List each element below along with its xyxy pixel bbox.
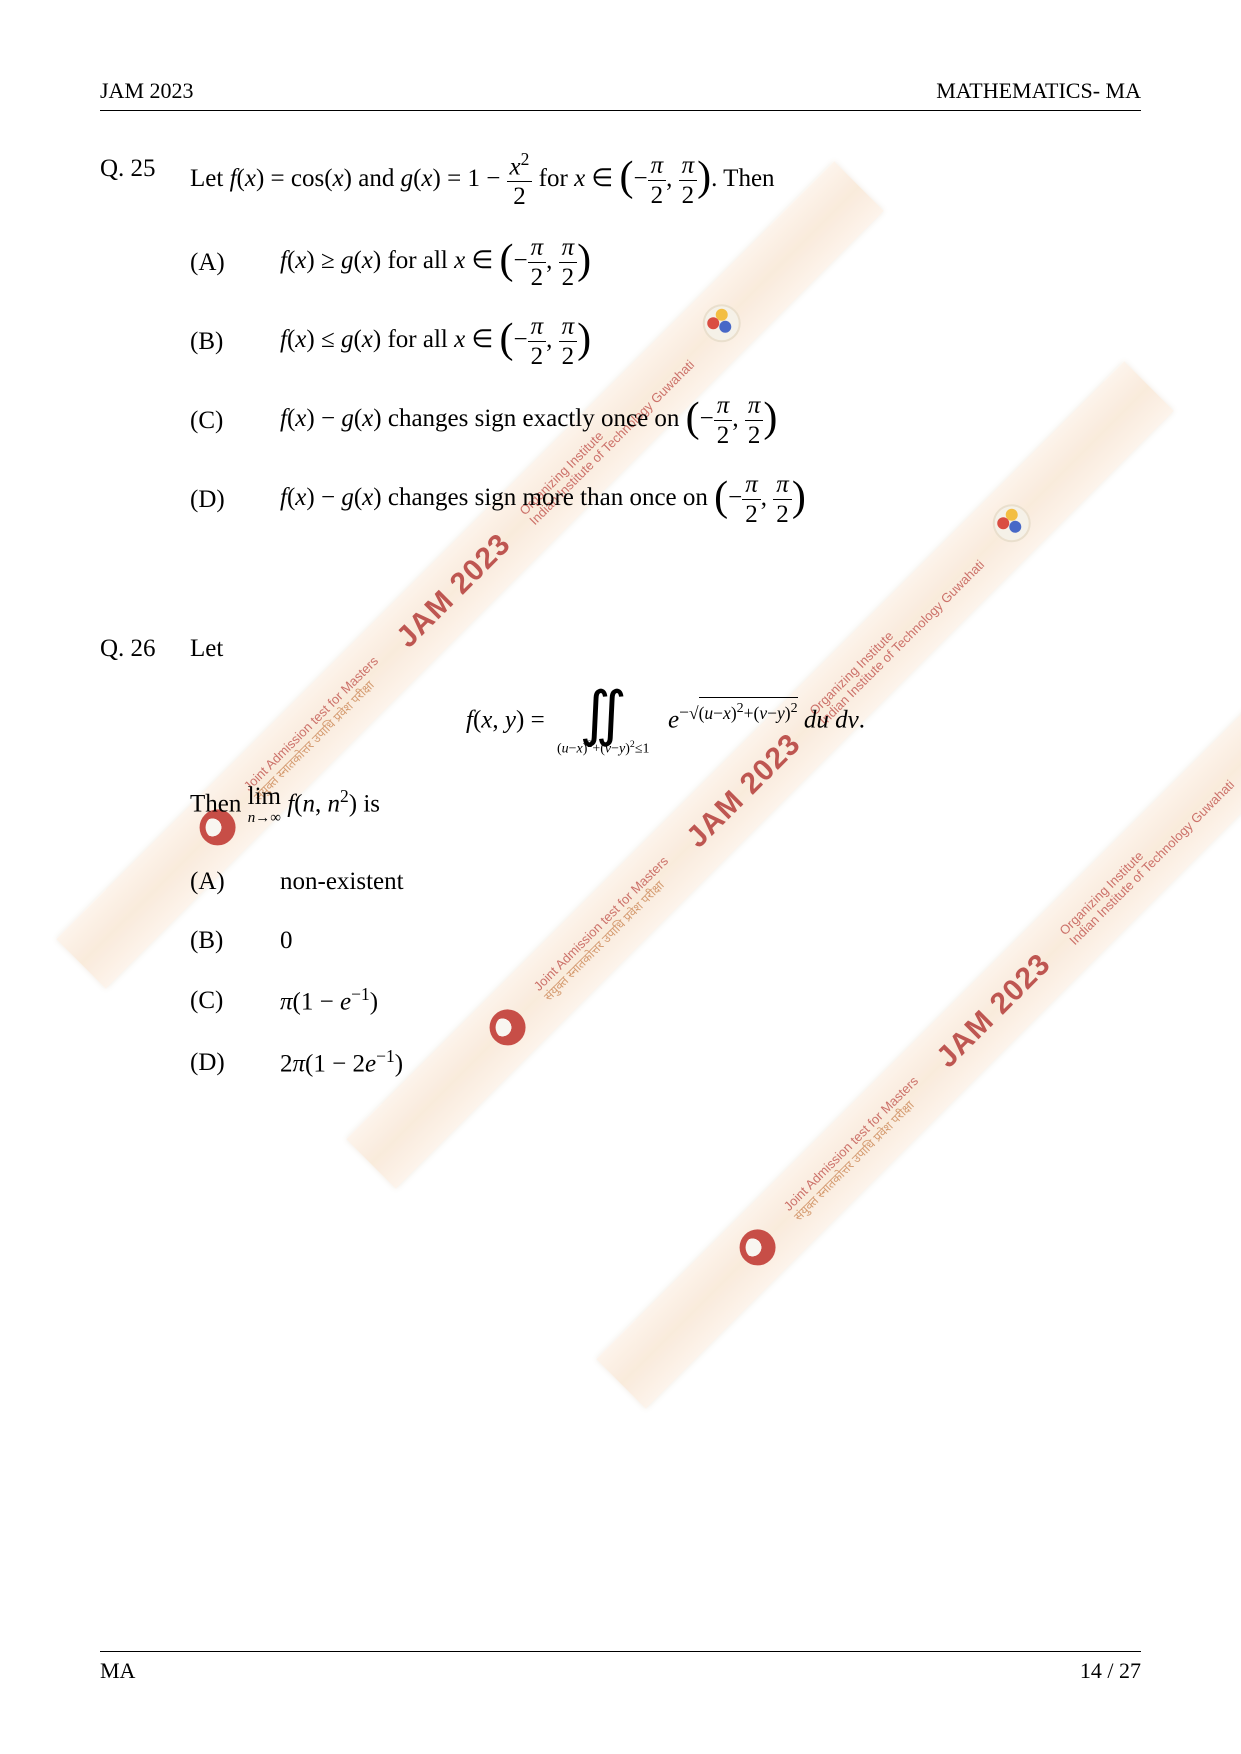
q25-option-D: (D) f(x) − g(x) changes sign more than o…	[190, 472, 1141, 527]
q26-limit-line: Then limn→∞ f(n, n2) is	[190, 784, 1141, 827]
option-label: (D)	[190, 482, 280, 517]
option-label: (A)	[190, 245, 280, 280]
page: JAM 2023 MATHEMATICS- MA Q. 25 Let f(x) …	[0, 0, 1241, 1754]
page-header: JAM 2023 MATHEMATICS- MA	[100, 78, 1141, 111]
option-text: f(x) ≤ g(x) for all x ∈ (−π2, π2)	[280, 314, 1141, 369]
option-text: non-existent	[280, 864, 1141, 899]
q26-stem-let: Let	[190, 631, 1141, 666]
q25-options: (A) f(x) ≥ g(x) for all x ∈ (−π2, π2) (B…	[190, 235, 1141, 527]
question-body: Let f(x) = cos(x) and g(x) = 1 − x22 for…	[190, 151, 1141, 551]
header-left: JAM 2023	[100, 78, 194, 104]
question-25: Q. 25 Let f(x) = cos(x) and g(x) = 1 − x…	[100, 151, 1141, 551]
q25-option-A: (A) f(x) ≥ g(x) for all x ∈ (−π2, π2)	[190, 235, 1141, 290]
page-content: Q. 25 Let f(x) = cos(x) and g(x) = 1 − x…	[100, 111, 1141, 1105]
option-text: 0	[280, 923, 1141, 958]
page-footer: MA 14 / 27	[100, 1651, 1141, 1684]
q26-option-B: (B) 0	[190, 923, 1141, 958]
q26-option-D: (D) 2π(1 − 2e−1)	[190, 1044, 1141, 1081]
option-label: (D)	[190, 1045, 280, 1080]
header-right: MATHEMATICS- MA	[936, 78, 1141, 104]
option-text: f(x) ≥ g(x) for all x ∈ (−π2, π2)	[280, 235, 1141, 290]
option-text: π(1 − e−1)	[280, 982, 1141, 1019]
option-label: (A)	[190, 864, 280, 899]
q26-option-A: (A) non-existent	[190, 864, 1141, 899]
q26-display-equation: f(x, y) = ∬ (u−x)2+(v−y)2≤1 e−√(u−x)2+(v…	[190, 684, 1141, 759]
question-26: Q. 26 Let f(x, y) = ∬ (u−x)2+(v−y)2≤1 e−…	[100, 631, 1141, 1105]
option-label: (B)	[190, 324, 280, 359]
q25-stem: Let f(x) = cos(x) and g(x) = 1 − x22 for…	[190, 165, 775, 192]
q26-options: (A) non-existent (B) 0 (C) π(1 − e−1)	[190, 864, 1141, 1081]
footer-right: 14 / 27	[1080, 1658, 1141, 1684]
q25-option-B: (B) f(x) ≤ g(x) for all x ∈ (−π2, π2)	[190, 314, 1141, 369]
question-body: Let f(x, y) = ∬ (u−x)2+(v−y)2≤1 e−√(u−x)…	[190, 631, 1141, 1105]
question-number: Q. 26	[100, 631, 190, 666]
option-label: (C)	[190, 983, 280, 1018]
option-text: 2π(1 − 2e−1)	[280, 1044, 1141, 1081]
q25-option-C: (C) f(x) − g(x) changes sign exactly onc…	[190, 393, 1141, 448]
question-number: Q. 25	[100, 151, 190, 186]
option-text: f(x) − g(x) changes sign exactly once on…	[280, 393, 1141, 448]
q26-option-C: (C) π(1 − e−1)	[190, 982, 1141, 1019]
option-label: (B)	[190, 923, 280, 958]
option-text: f(x) − g(x) changes sign more than once …	[280, 472, 1141, 527]
footer-left: MA	[100, 1658, 135, 1684]
option-label: (C)	[190, 403, 280, 438]
